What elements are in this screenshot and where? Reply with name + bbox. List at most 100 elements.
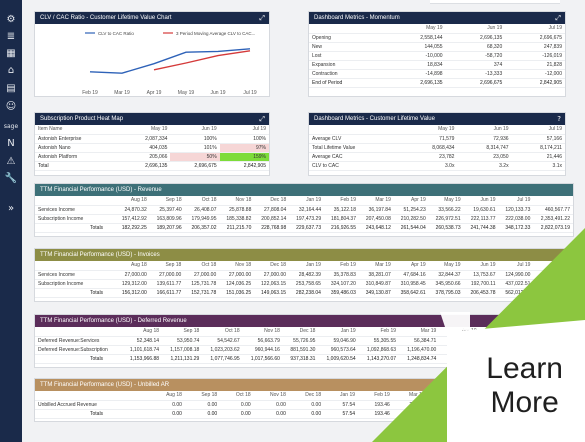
row-label: Lost — [309, 51, 386, 61]
series-line-1[interactable] — [153, 50, 251, 71]
table-cell: 55,305.55 — [358, 336, 400, 346]
header-cell: Mar 19 — [392, 391, 428, 401]
table-cell: 8,174,211 — [511, 143, 565, 153]
header-cell: Oct 18 — [184, 261, 220, 271]
table-row: Lost -10,000 -58,720 -126,019 — [309, 51, 565, 61]
header-cell: Nov 18 — [219, 196, 255, 206]
table-cell: 2,696,675 — [505, 33, 565, 43]
dashboard-icon[interactable]: ▤ — [6, 83, 16, 94]
header-cell: Jun 19 — [457, 125, 512, 135]
table-cell: 166,611.77 — [149, 288, 185, 298]
series-line-0[interactable] — [89, 48, 251, 74]
table-cell: 2,696,135 — [121, 161, 171, 171]
table-cell: 3.0x — [403, 161, 458, 171]
table-header-row: May 19 Jun 19 Jul 19 — [309, 125, 565, 135]
table-cell: 437,022.51 — [498, 279, 534, 289]
table-cell: 185,338.82 — [219, 214, 255, 224]
table-cell: 1,101,618.74 — [121, 345, 163, 355]
learn-more-button[interactable]: Learn More — [486, 352, 563, 420]
header-cell: Oct 18 — [202, 327, 243, 337]
netsuite-icon[interactable]: N — [7, 138, 15, 149]
table-cell: 2,842,905 — [219, 161, 269, 171]
table-cell: 2,353,491.22 — [533, 279, 573, 289]
row-label: Total Lifetime Value — [309, 143, 404, 153]
table-cell: 1,248,834.74 — [399, 354, 440, 364]
wrench-icon[interactable]: 🔧 — [4, 173, 18, 184]
table-cell: 21,446 — [511, 152, 565, 162]
table-cell: 25,397.40 — [149, 205, 185, 215]
row-label: Astonish Nano — [35, 143, 122, 153]
table-row: Average CAC 23,782 23,050 21,446 — [309, 152, 565, 162]
bank-icon[interactable]: ⌂ — [7, 65, 15, 76]
help-icon[interactable]: ? — [557, 115, 561, 123]
table-cell: 0.00 — [288, 409, 325, 419]
legend-label[interactable]: 3 Period Moving Average CLV to CAC... — [176, 31, 255, 36]
panel-header: Subscription Product Heat Map ⤢ — [35, 113, 269, 125]
expand-icon[interactable]: » — [7, 203, 15, 214]
table-cell: 348,172.33 — [498, 223, 534, 233]
header-cell: Aug 18 — [149, 391, 185, 401]
user-icon[interactable]: ☺ — [5, 101, 17, 112]
expand-chart-icon[interactable]: ⤢ — [259, 14, 265, 22]
table-cell: 28,482.39 — [289, 270, 324, 280]
table-header-row: May 19 Jun 19 Jul 19 — [309, 24, 565, 34]
panel-title: TTM Financial Performance (USD) - Unbill… — [40, 382, 170, 388]
heatmap-panel: Subscription Product Heat Map ⤢ Item Nam… — [34, 112, 270, 176]
learn-more-line2: More — [490, 386, 559, 419]
table-row: Totals 156,312.00 166,611.77 152,731.78 151,… — [35, 288, 573, 298]
table-cell: 378,795.03 — [428, 288, 464, 298]
header-cell — [309, 24, 386, 34]
table-cell: 27,000.00 — [114, 270, 150, 280]
panel-title: TTM Financial Performance (USD) - Revenu… — [40, 187, 162, 193]
table-cell: 282,238.04 — [289, 288, 324, 298]
table-cell: 36,197.84 — [359, 205, 394, 215]
table-cell: 57.54 — [324, 400, 359, 410]
table-row: Subscription Income 129,312.00 139,611.77 1… — [35, 279, 573, 289]
table-cell: 2,842,905 — [505, 78, 565, 88]
table-cell: 24,870.32 — [114, 205, 150, 215]
alert-icon[interactable]: ⚠ — [6, 156, 16, 167]
table-cell: 125,731.78 — [184, 279, 220, 289]
sage-logo[interactable]: sage — [3, 123, 19, 130]
table-cell: 881,591.30 — [282, 345, 319, 355]
header-cell: Aug 18 — [114, 196, 150, 206]
table-cell: 2,696,135 — [385, 78, 446, 88]
table-header-row: Item Name May 19 Jun 19 Jul 19 — [35, 125, 269, 135]
legend-label[interactable]: CLV to CAC Ratio — [98, 31, 134, 36]
header-cell: Sep 18 — [149, 196, 185, 206]
table-cell: 260,538.73 — [428, 223, 464, 233]
header-cell: Sep 18 — [149, 261, 185, 271]
table-cell: 120,133.73 — [498, 205, 534, 215]
header-cell: Dec 18 — [254, 196, 290, 206]
table-cell: 1,143,270.07 — [358, 354, 400, 364]
table-cell: 460,567.77 — [533, 205, 573, 215]
row-label: Opening — [309, 33, 386, 43]
list-icon[interactable]: ≣ — [6, 31, 16, 42]
table-cell: 2,696,675 — [445, 78, 506, 88]
grid-icon[interactable]: ▦ — [6, 48, 16, 59]
table-cell: 159% — [219, 152, 269, 162]
table-cell: 1,157,008.18 — [162, 345, 203, 355]
header-cell: Sep 18 — [184, 391, 221, 401]
row-label: Services Income — [35, 205, 115, 215]
table-cell: 182,292.25 — [114, 223, 150, 233]
expand-panel-icon[interactable]: ⤢ — [555, 14, 561, 22]
table-cell: 211,215.70 — [219, 223, 255, 233]
expand-panel-icon[interactable]: ⤢ — [259, 115, 265, 123]
row-label: End of Period — [309, 78, 386, 88]
table-cell: 23,050 — [457, 152, 512, 162]
settings-icon[interactable]: ⚙ — [6, 14, 16, 25]
table-row: Contraction -14,898 -13,333 -12,000 — [309, 69, 565, 79]
header-cell: Jul 19 — [543, 327, 567, 337]
header-cell: May 19 — [121, 125, 171, 135]
table-cell: 68,320 — [445, 42, 506, 52]
row-label: Average CAC — [309, 152, 404, 162]
table-row: Services Income 24,870.32 25,397.40 26,408.… — [35, 205, 573, 215]
table-cell: 241,744.38 — [463, 223, 499, 233]
table-cell: 8,314,747 — [457, 143, 512, 153]
header-cell: Mar 19 — [399, 327, 440, 337]
table-cell: 193.46 — [358, 409, 393, 419]
table-cell: -10,000 — [385, 51, 446, 61]
table-cell: 2,087,334 — [121, 134, 171, 144]
table-cell: 72,936 — [457, 134, 512, 144]
